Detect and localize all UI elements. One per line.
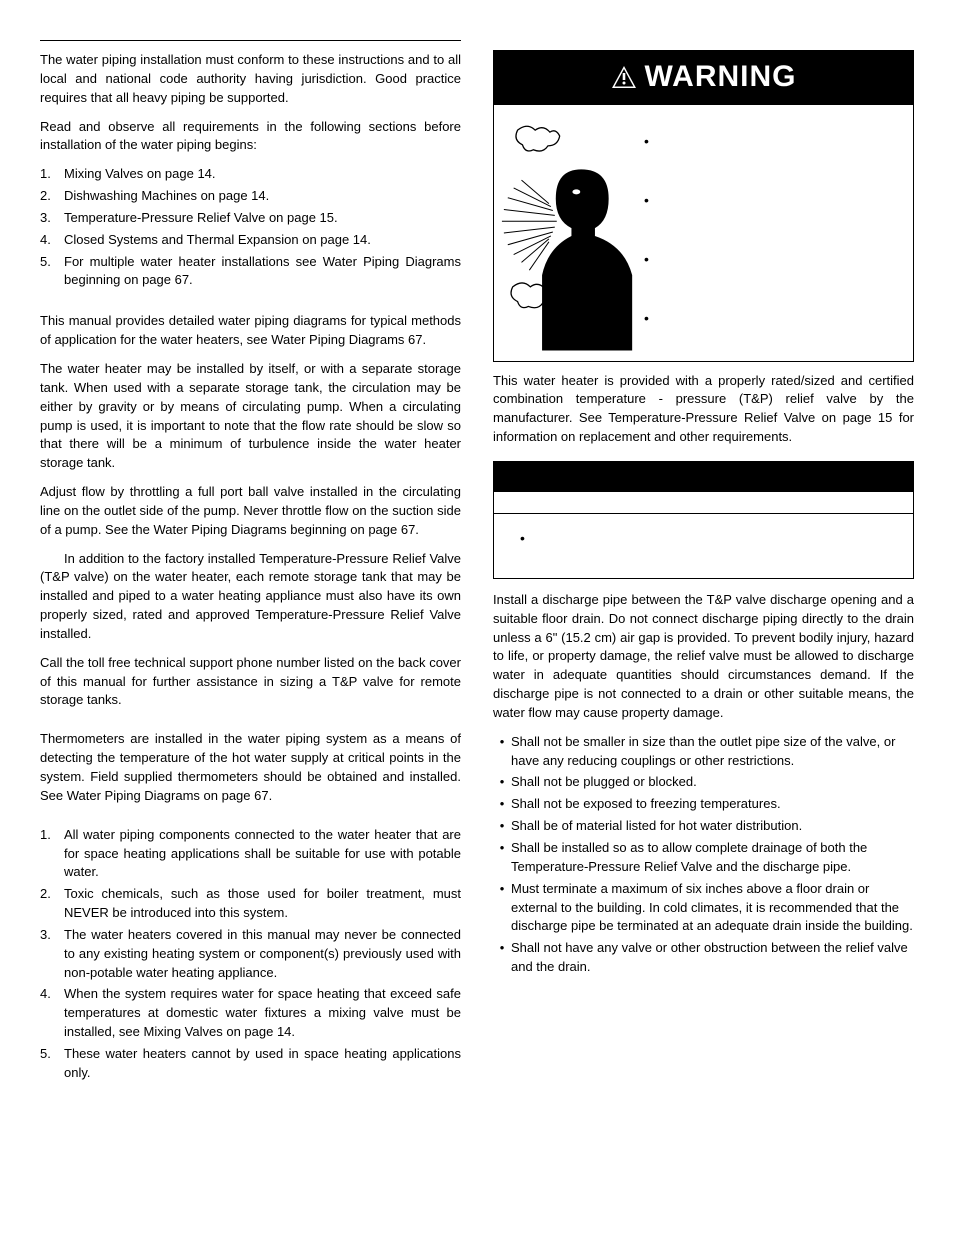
space-heating-list: 1.All water piping components connected … — [40, 826, 461, 1083]
burn-hazard-icon — [494, 105, 644, 361]
warning-bullet: • — [644, 308, 905, 328]
list-item: •Shall not be smaller in size than the o… — [493, 733, 914, 771]
list-item: 2.Toxic chemicals, such as those used fo… — [40, 885, 461, 923]
requirements-list: 1.Mixing Valves on page 14. 2.Dishwashin… — [40, 165, 461, 290]
discharge-pipe-list: •Shall not be smaller in size than the o… — [493, 733, 914, 977]
list-item: •Shall not be exposed to freezing temper… — [493, 795, 914, 814]
warning-header: WARNING — [494, 51, 913, 105]
page-content: The water piping installation must confo… — [40, 40, 914, 1095]
caution-bullet: • — [520, 528, 895, 560]
caution-header — [494, 462, 913, 492]
warning-body: • • • • — [494, 105, 913, 361]
caution-box: • — [493, 461, 914, 579]
list-item: •Shall not be plugged or blocked. — [493, 773, 914, 792]
list-item: •Shall be of material listed for hot wat… — [493, 817, 914, 836]
list-item: •Must terminate a maximum of six inches … — [493, 880, 914, 937]
caution-subheader — [494, 492, 913, 514]
warning-bullet-list: • • • • — [644, 105, 913, 361]
body-paragraph: This water heater is provided with a pro… — [493, 372, 914, 447]
body-paragraph: The water heater may be installed by its… — [40, 360, 461, 473]
list-item: 5.These water heaters cannot by used in … — [40, 1045, 461, 1083]
warning-bullet: • — [644, 190, 905, 210]
body-paragraph: This manual provides detailed water pipi… — [40, 312, 461, 350]
list-item: 4.Closed Systems and Thermal Expansion o… — [40, 231, 461, 250]
list-item: 3.Temperature-Pressure Relief Valve on p… — [40, 209, 461, 228]
list-item: 4.When the system requires water for spa… — [40, 985, 461, 1042]
warning-bullet: • — [644, 249, 905, 269]
right-column: WARNING — [493, 40, 914, 1095]
caution-body: • — [494, 514, 913, 578]
left-column: The water piping installation must confo… — [40, 40, 461, 1095]
body-paragraph: Install a discharge pipe between the T&P… — [493, 591, 914, 723]
list-item: 1.All water piping components connected … — [40, 826, 461, 883]
intro-paragraph-2: Read and observe all requirements in the… — [40, 118, 461, 156]
body-paragraph: Thermometers are installed in the water … — [40, 730, 461, 805]
warning-box: WARNING — [493, 50, 914, 362]
intro-paragraph-1: The water piping installation must confo… — [40, 51, 461, 108]
warning-triangle-icon — [611, 65, 637, 89]
list-item: 2.Dishwashing Machines on page 14. — [40, 187, 461, 206]
list-item: •Shall not have any valve or other obstr… — [493, 939, 914, 977]
list-item: 5.For multiple water heater installation… — [40, 253, 461, 291]
body-paragraph: Call the toll free technical support pho… — [40, 654, 461, 711]
list-item: •Shall be installed so as to allow compl… — [493, 839, 914, 877]
list-item: 1.Mixing Valves on page 14. — [40, 165, 461, 184]
warning-label: WARNING — [645, 55, 797, 99]
body-paragraph: In addition to the factory installed Tem… — [40, 550, 461, 644]
warning-bullet: • — [644, 131, 905, 151]
body-paragraph: Adjust flow by throttling a full port ba… — [40, 483, 461, 540]
list-item: 3.The water heaters covered in this manu… — [40, 926, 461, 983]
